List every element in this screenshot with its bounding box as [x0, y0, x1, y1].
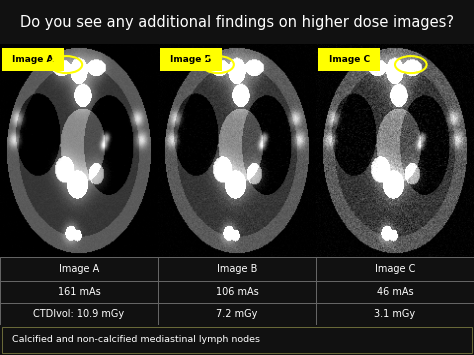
FancyBboxPatch shape [319, 48, 380, 71]
Bar [158, 281, 316, 303]
Text: Image B: Image B [171, 55, 212, 64]
Text: 7.2 mGy: 7.2 mGy [216, 309, 258, 319]
Bar [316, 281, 474, 303]
Bar [158, 303, 316, 325]
Text: Image A: Image A [59, 264, 99, 274]
FancyBboxPatch shape [2, 48, 64, 71]
Bar [2, 327, 472, 353]
Bar [0, 281, 158, 303]
Text: Image B: Image B [217, 264, 257, 274]
Text: Image C: Image C [375, 264, 415, 274]
Text: Image A: Image A [12, 55, 54, 64]
Text: 161 mAs: 161 mAs [58, 287, 100, 297]
Bar [316, 303, 474, 325]
FancyBboxPatch shape [160, 48, 222, 71]
Bar [0, 303, 158, 325]
Bar [0, 257, 158, 281]
Text: Do you see any additional findings on higher dose images?: Do you see any additional findings on hi… [20, 15, 454, 30]
Text: 106 mAs: 106 mAs [216, 287, 258, 297]
Bar [158, 257, 316, 281]
Bar [316, 257, 474, 281]
Text: CTDIvol: 10.9 mGy: CTDIvol: 10.9 mGy [34, 309, 125, 319]
Text: Image C: Image C [328, 55, 370, 64]
Text: Calcified and non-calcified mediastinal lymph nodes: Calcified and non-calcified mediastinal … [12, 335, 260, 344]
Text: 46 mAs: 46 mAs [377, 287, 413, 297]
Text: 3.1 mGy: 3.1 mGy [374, 309, 416, 319]
